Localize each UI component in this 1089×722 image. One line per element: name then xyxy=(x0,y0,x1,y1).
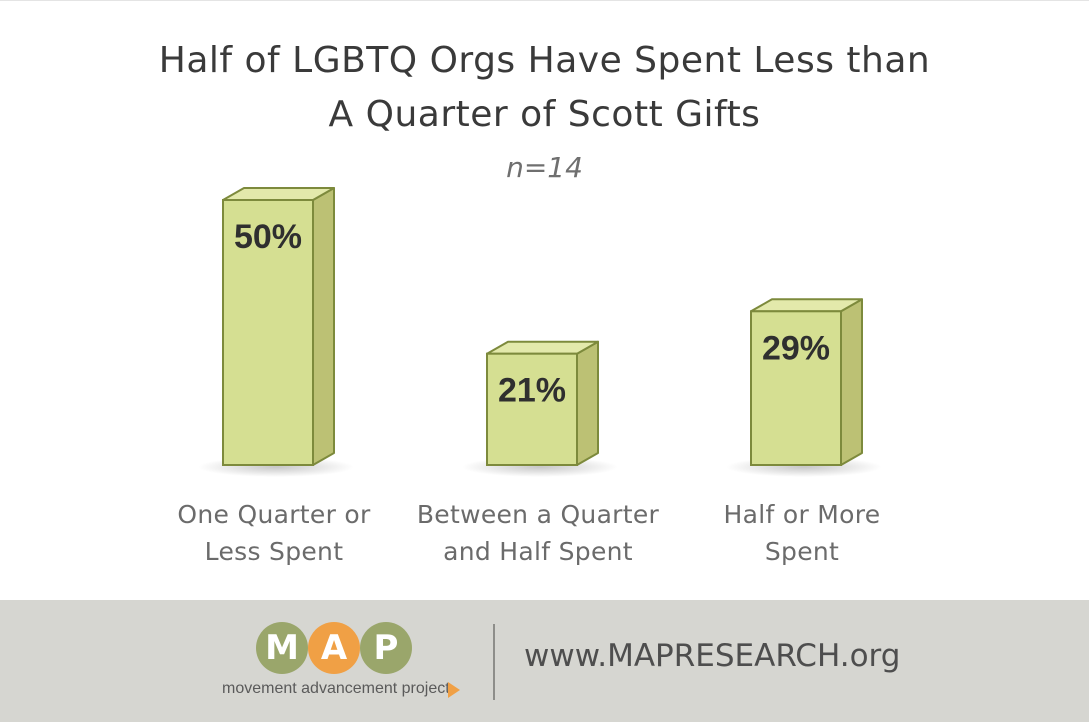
top-border xyxy=(0,0,1089,1)
bar-top-face xyxy=(750,298,863,313)
bar-value-label: 50% xyxy=(234,218,302,256)
logo-letter-p: P xyxy=(360,622,412,674)
bar-value-label: 21% xyxy=(498,372,566,410)
bar-top-face xyxy=(222,187,335,201)
chart-title-line-1: Half of LGBTQ Orgs Have Spent Less than xyxy=(158,40,931,81)
category-label-line: Half or More xyxy=(723,500,881,529)
bar xyxy=(750,310,842,466)
category-label-line: Between a Quarter xyxy=(416,500,660,529)
category-label-line: and Half Spent xyxy=(443,537,633,566)
logo-letter-m: M xyxy=(256,622,308,674)
category-label-between-quarter-and-half: Between a Quarter and Half Spent xyxy=(408,496,668,570)
chart-subtitle: n=14 xyxy=(506,151,583,184)
category-label-one-quarter-or-less: One Quarter or Less Spent xyxy=(144,496,404,570)
category-label-line: One Quarter or xyxy=(177,500,371,529)
footer: M A P movement advancement project www.M… xyxy=(0,600,1089,722)
bar-side-face xyxy=(576,340,599,466)
category-label-line: Spent xyxy=(764,537,840,566)
category-label-line: Less Spent xyxy=(204,537,344,566)
chart-title: Half of LGBTQ Orgs Have Spent Less than … xyxy=(0,34,1089,142)
chart-title-line-2: A Quarter of Scott Gifts xyxy=(328,94,761,135)
logo-letter-a: A xyxy=(308,622,360,674)
website-link[interactable]: www.MAPRESEARCH.org xyxy=(524,638,901,674)
play-arrow-icon xyxy=(448,682,460,698)
bar-value-label: 29% xyxy=(762,329,830,367)
category-label-half-or-more: Half or More Spent xyxy=(672,496,932,570)
footer-divider xyxy=(493,624,495,700)
bar-chart: 50% 21% 29% xyxy=(198,187,882,477)
bar xyxy=(222,199,314,466)
bar-side-face xyxy=(312,187,335,466)
bar xyxy=(486,352,578,467)
bar-side-face xyxy=(840,298,863,466)
bar-top-face xyxy=(486,340,599,355)
map-logo[interactable]: M A P movement advancement project xyxy=(222,622,472,702)
logo-tagline: movement advancement project xyxy=(222,680,450,697)
